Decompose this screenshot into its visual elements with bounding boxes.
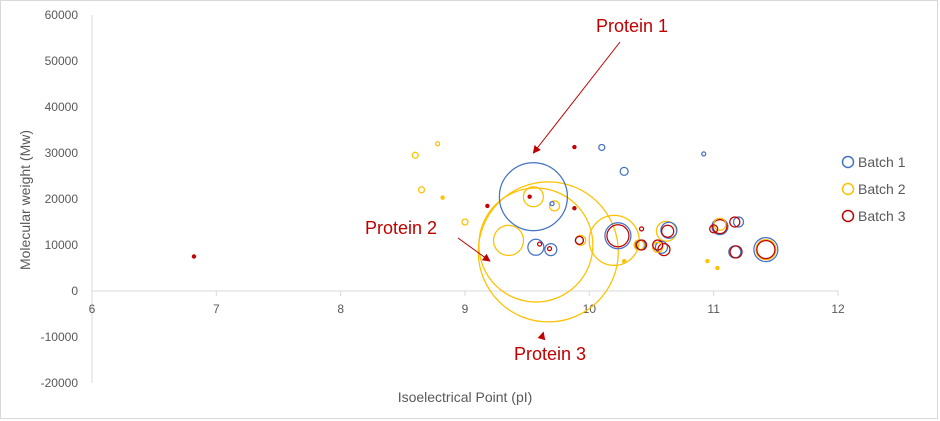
bubble-batch-1 (732, 216, 745, 228)
annotation-arrow (537, 331, 546, 341)
bubble-batch-3 (729, 216, 741, 228)
bubble-batch-1 (544, 242, 558, 257)
annotation-label: Protein 3 (514, 344, 586, 364)
annotation-label: Protein 2 (365, 218, 437, 238)
annotation-arrow (457, 237, 491, 262)
bubble-batch-3 (574, 235, 585, 246)
bubble-batch-3 (709, 224, 719, 234)
bubble-batch-2 (440, 195, 445, 200)
bubble-batch-3 (729, 245, 743, 259)
x-tick-label: 9 (462, 302, 469, 316)
bubble-batch-3 (191, 254, 197, 259)
bubble-batch-1 (660, 221, 678, 239)
y-tick-label: 30000 (45, 146, 79, 160)
y-tick-label: -20000 (41, 376, 79, 390)
annotation-arrow (532, 41, 621, 154)
x-axis-title: Isoelectrical Point (pI) (398, 389, 533, 405)
bubble-batch-1 (753, 236, 779, 263)
bubble-batch-2 (705, 258, 710, 264)
legend-label: Batch 2 (858, 181, 906, 197)
x-tick-label: 6 (89, 302, 96, 316)
bubble-batch-3 (635, 239, 648, 251)
bubble-batch-2 (621, 258, 627, 264)
bubble-batch-1 (619, 166, 629, 177)
y-tick-label: 0 (71, 284, 78, 298)
bubble-batch-2 (461, 218, 469, 226)
y-axis-title: Molecular weight (Mw) (17, 130, 33, 270)
legend-label: Batch 3 (858, 208, 906, 224)
bubble-batch-2 (755, 238, 777, 261)
bubble-batch-1 (598, 143, 606, 152)
x-tick-label: 11 (707, 302, 720, 316)
bubble-batch-3 (606, 224, 630, 248)
legend-marker (841, 209, 855, 223)
x-tick-label: 12 (831, 302, 845, 316)
bubble-batch-3 (572, 206, 577, 211)
x-tick-label: 8 (337, 302, 344, 316)
bubble-batch-3 (638, 226, 645, 232)
bubble-batch-3 (661, 224, 675, 238)
y-tick-label: 40000 (45, 100, 79, 114)
bubble-batch-3 (527, 194, 532, 199)
bubble-batch-3 (572, 144, 577, 150)
y-tick-label: 60000 (45, 8, 79, 22)
bubble-batch-2 (548, 200, 561, 212)
x-tick-label: 7 (213, 302, 220, 316)
y-tick-label: 50000 (45, 54, 79, 68)
bubble-batch-2 (411, 151, 419, 159)
legend-marker (841, 182, 855, 196)
bubble-batch-2 (417, 186, 426, 194)
bubble-batch-3 (536, 241, 543, 247)
annotation-label: Protein 1 (596, 16, 668, 36)
bubble-batch-3 (485, 203, 490, 209)
y-tick-label: 10000 (45, 238, 79, 252)
legend-label: Batch 1 (858, 154, 906, 170)
bubble-batch-2 (477, 181, 619, 323)
bubble-batch-2 (492, 224, 525, 257)
bubble-batch-1 (498, 162, 569, 232)
bubble-batch-3 (756, 239, 776, 260)
bubble-batch-2 (478, 187, 594, 303)
bubble-batch-1 (701, 151, 707, 157)
bubble-batch-1 (549, 200, 555, 207)
bubble-batch-3 (652, 239, 664, 251)
bubble-batch-2 (522, 186, 545, 208)
bubble-batch-1 (604, 222, 632, 250)
bubble-batch-3 (712, 218, 728, 235)
bubble-batch-2 (435, 141, 441, 147)
bubble-batch-2 (715, 265, 720, 271)
bubble-batch-1 (527, 238, 545, 256)
bubble-batch-3 (546, 246, 553, 252)
y-tick-label: 20000 (45, 192, 79, 206)
legend-marker (841, 155, 855, 169)
y-tick-label: -10000 (41, 330, 79, 344)
